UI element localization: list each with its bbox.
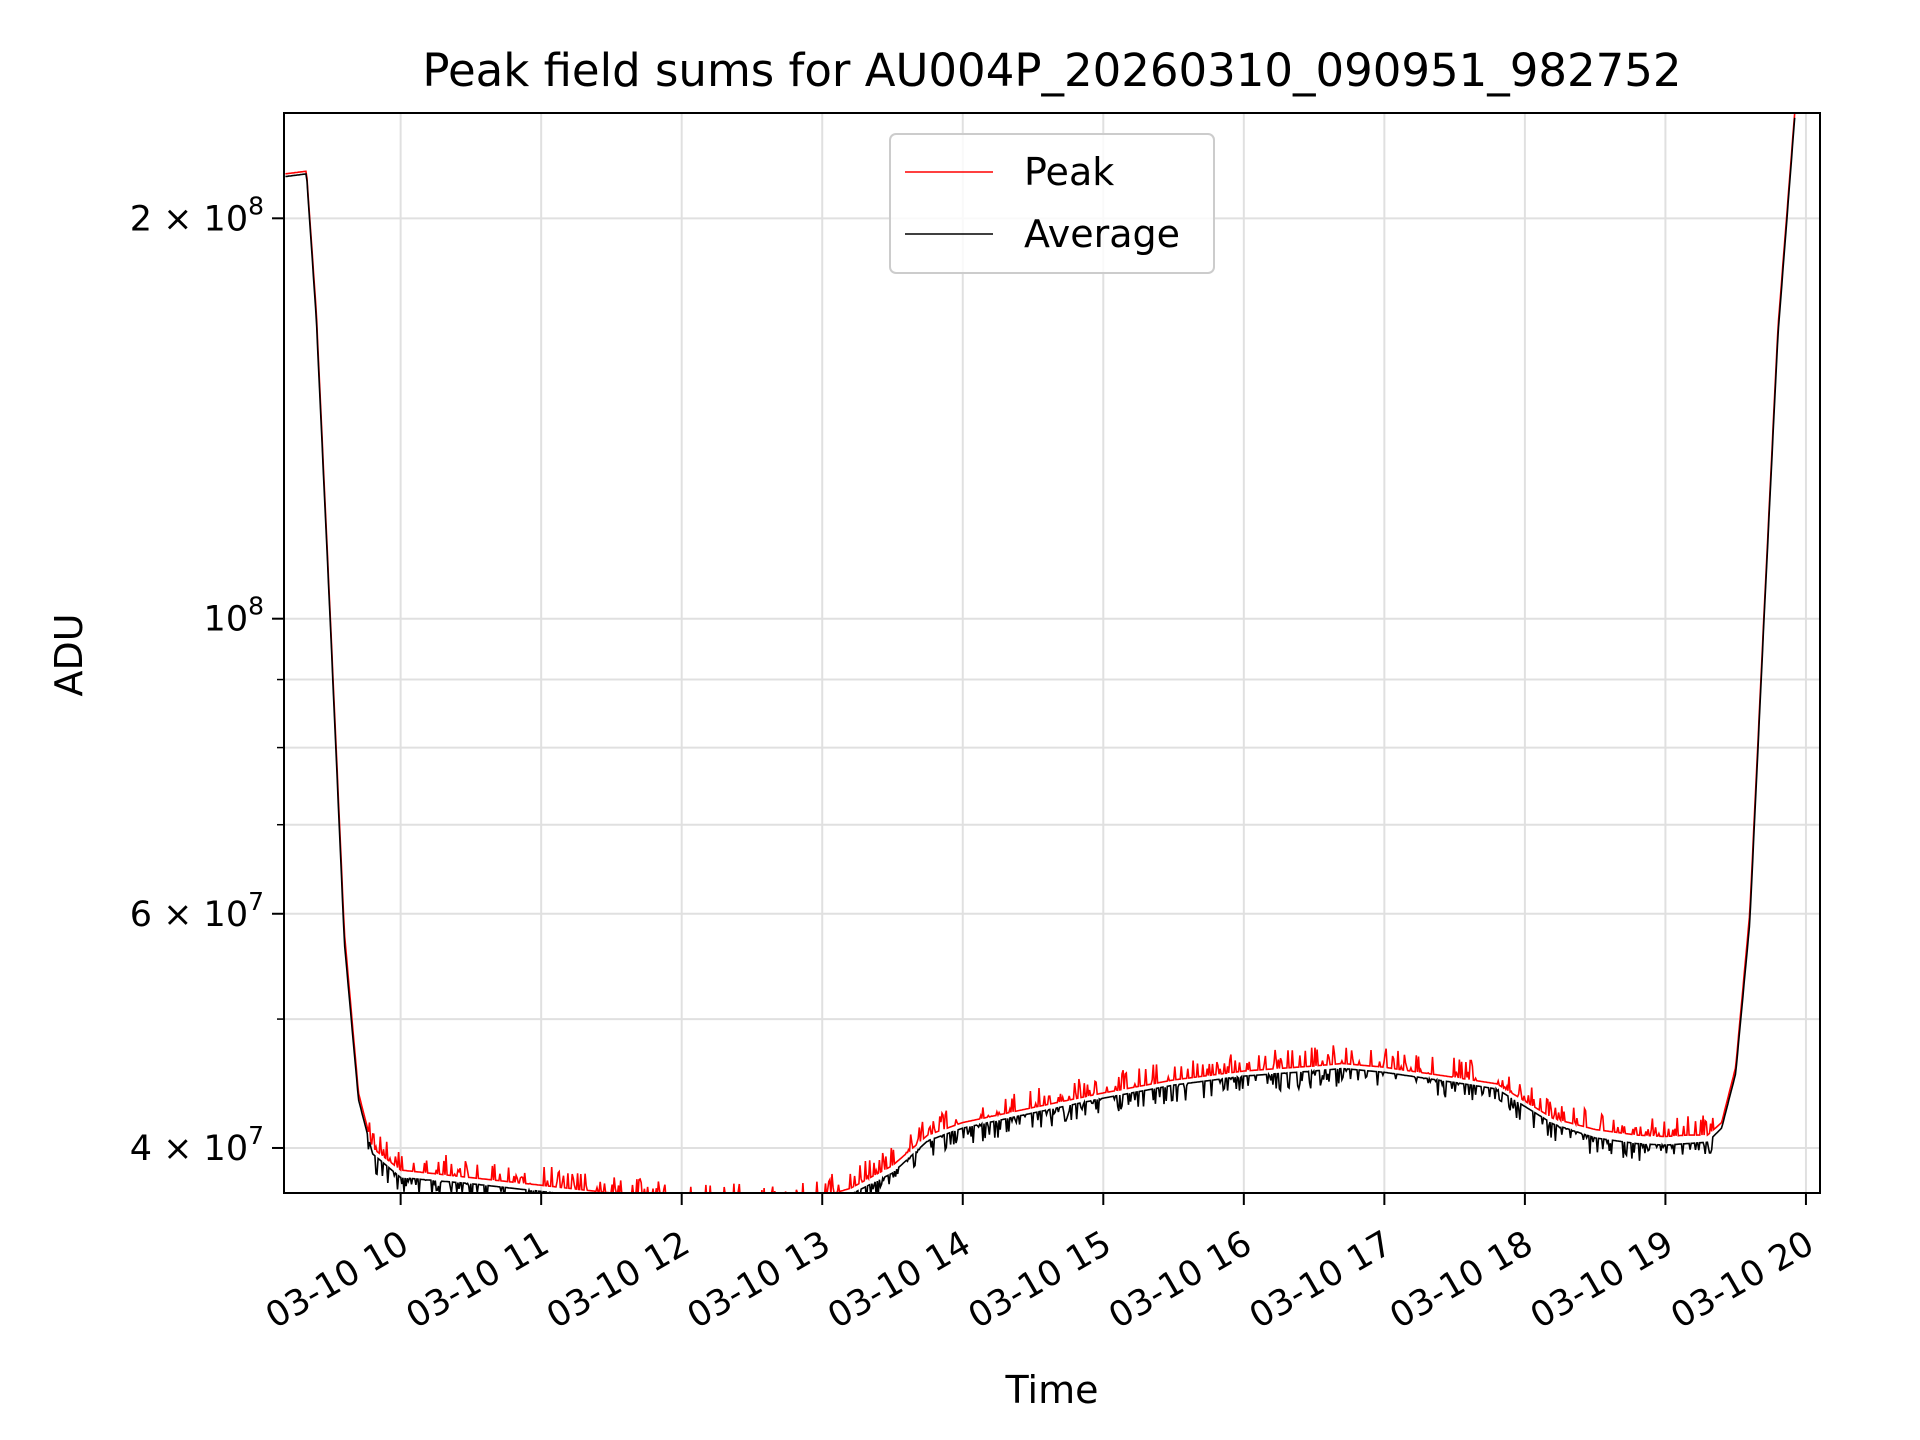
x-axis-label: Time <box>1005 1368 1099 1412</box>
y-tick-label: 2 × 108 <box>130 191 264 239</box>
y-tick-exponent: 8 <box>248 191 264 220</box>
y-tick-label: 6 × 107 <box>130 887 264 935</box>
plot-frame <box>283 112 1821 1194</box>
y-tick-exponent: 8 <box>248 592 264 621</box>
average-series-line <box>285 117 1796 1193</box>
legend-average-label: Average <box>1024 212 1180 256</box>
legend-box <box>889 133 1215 274</box>
y-tick-base: 6 × 10 <box>130 895 248 935</box>
y-tick-base: 10 <box>204 600 249 640</box>
chart-title: Peak field sums for AU004P_20260310_0909… <box>422 44 1681 97</box>
y-tick-exponent: 7 <box>248 887 264 916</box>
y-tick-label: 108 <box>204 592 264 640</box>
y-tick-exponent: 7 <box>248 1121 264 1150</box>
y-tick-label: 4 × 107 <box>130 1121 264 1169</box>
peak-series-line <box>285 113 1796 1193</box>
legend-peak-label: Peak <box>1024 150 1114 194</box>
y-axis-label: ADU <box>47 613 91 696</box>
y-tick-base: 2 × 10 <box>130 199 248 239</box>
y-tick-base: 4 × 10 <box>130 1129 248 1169</box>
series-layer <box>285 113 1796 1193</box>
legend: Peak Average <box>889 133 1215 274</box>
